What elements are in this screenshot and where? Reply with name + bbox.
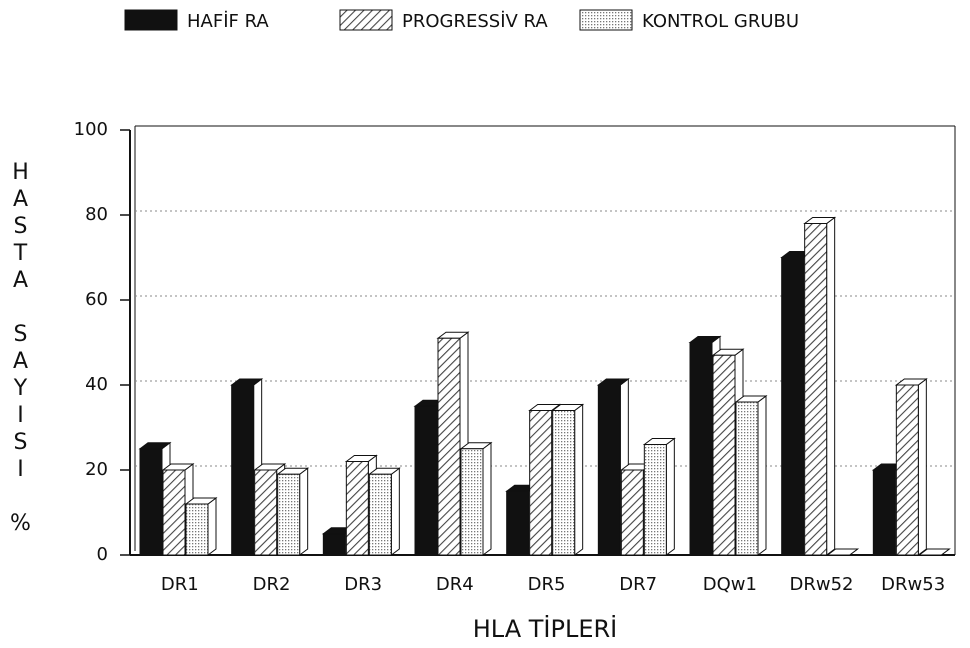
bar [185,503,209,556]
bar-side [757,395,767,556]
y-tick-label: 60 [85,289,108,310]
legend-label: KONTROL GRUBU [642,11,799,32]
bar [643,444,667,556]
bar [872,469,896,556]
bar [735,401,759,556]
bar-side [299,467,309,556]
bar-side [390,467,400,556]
bar [712,354,736,556]
x-tick-label: DRw52 [790,574,854,595]
legend-swatch [579,9,633,31]
x-axis-title: HLA TİPLERİ [473,614,618,643]
y-tick-label: 40 [85,374,108,395]
bar [162,469,186,556]
bar-top [826,548,860,556]
y-tick-label: 20 [85,459,108,480]
bar-side [574,403,584,556]
bar [895,384,919,556]
legend-swatch [124,9,178,31]
x-tick-label: DR7 [619,574,657,595]
bar [254,469,278,556]
x-tick-label: DQw1 [703,574,757,595]
x-tick-label: DR4 [436,574,474,595]
bar [139,448,163,556]
x-tick-label: DR2 [253,574,291,595]
bar [689,342,713,556]
bar [231,384,255,556]
bar [529,410,553,556]
x-tick-label: DRw53 [881,574,945,595]
bar-top [917,548,951,556]
x-tick-label: DR5 [528,574,566,595]
x-tick-label: DR1 [161,574,199,595]
bar [368,473,392,556]
bar [597,384,621,556]
legend-swatch [339,9,393,31]
bar [781,257,805,556]
bar-side [917,378,927,556]
bar [804,223,828,556]
bar [552,410,576,556]
bar-side [826,216,836,556]
bar-side [665,437,675,556]
bar [460,448,484,556]
bar [506,490,530,556]
bar-side [482,441,492,556]
y-tick-label: 0 [97,544,108,565]
y-axis-title: HASTA SAYISI % [8,160,33,538]
legend-label: HAFİF RA [187,11,269,32]
bar [620,469,644,556]
bar [322,533,346,556]
bar [414,405,438,556]
bar [277,473,301,556]
legend-label: PROGRESSİV RA [402,11,548,32]
x-tick-label: DR3 [344,574,382,595]
bar-side [207,497,217,556]
bar [437,337,461,556]
bar [345,461,369,556]
y-tick-label: 80 [85,204,108,225]
y-tick-label: 100 [74,119,108,140]
